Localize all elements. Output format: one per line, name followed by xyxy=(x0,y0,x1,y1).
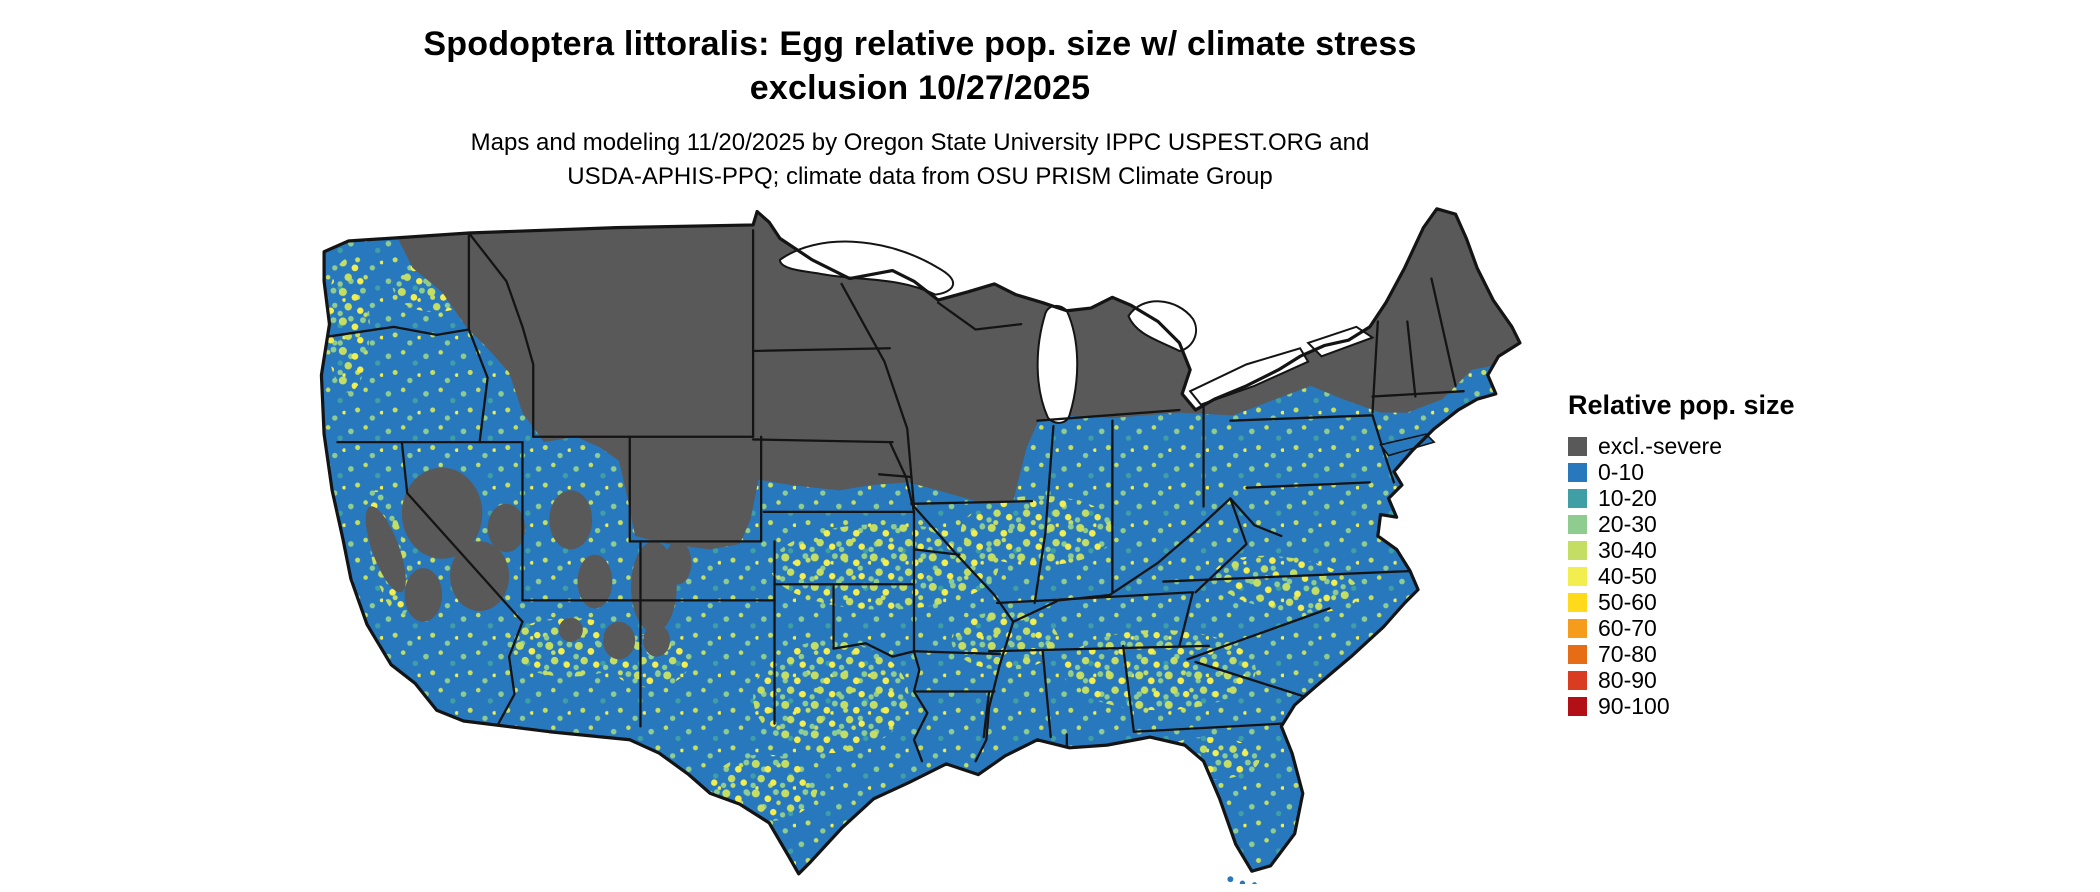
legend-item: 0-10 xyxy=(1568,459,1795,485)
florida-keys xyxy=(1252,882,1257,884)
legend-swatch xyxy=(1568,696,1587,716)
legend-item-label: 90-100 xyxy=(1598,692,1670,719)
legend-item: 90-100 xyxy=(1568,693,1795,719)
lake-erie xyxy=(1188,347,1310,406)
legend-item-label: 70-80 xyxy=(1598,640,1657,667)
coastal-islands xyxy=(1227,433,1436,884)
legend-item: 30-40 xyxy=(1568,537,1795,563)
legend-swatch xyxy=(1568,540,1587,560)
map-title-line2: exclusion 10/27/2025 xyxy=(749,69,1091,108)
legend-item: excl.-severe xyxy=(1568,433,1795,459)
legend-item: 40-50 xyxy=(1568,563,1795,589)
legend-swatch xyxy=(1568,644,1587,664)
legend-item: 50-60 xyxy=(1568,589,1795,615)
map-subtitle: Maps and modeling 11/20/2025 by Oregon S… xyxy=(0,126,1840,193)
us-map xyxy=(308,196,1528,884)
legend-swatch xyxy=(1568,436,1587,456)
us-map-svg xyxy=(319,207,1522,884)
legend-title: Relative pop. size xyxy=(1568,390,1795,420)
long-island xyxy=(1379,433,1436,457)
legend-item: 70-80 xyxy=(1568,641,1795,667)
legend-swatch xyxy=(1568,670,1587,690)
legend-item-label: 40-50 xyxy=(1598,562,1657,589)
legend-item-label: 0-10 xyxy=(1598,458,1645,485)
figure-header: Spodoptera littoralis: Egg relative pop.… xyxy=(0,22,1840,194)
map-title-line1: Spodoptera littoralis: Egg relative pop.… xyxy=(423,25,1417,63)
legend-item-label: 30-40 xyxy=(1598,536,1657,563)
legend-item: 20-30 xyxy=(1568,511,1795,537)
lake-superior xyxy=(778,240,954,296)
florida-keys xyxy=(1239,880,1246,884)
map-title: Spodoptera littoralis: Egg relative pop.… xyxy=(0,22,1840,110)
great-lakes xyxy=(778,240,1375,424)
legend-item: 10-20 xyxy=(1568,485,1795,511)
legend-swatch xyxy=(1568,514,1587,534)
legend-item-label: 20-30 xyxy=(1598,510,1657,537)
legend-swatch xyxy=(1568,566,1587,586)
legend: Relative pop. size excl.-severe 0-10 10-… xyxy=(1568,390,1795,719)
legend-swatch xyxy=(1568,462,1587,482)
legend-item-label: 10-20 xyxy=(1598,484,1657,511)
lake-michigan xyxy=(1036,304,1079,424)
florida-keys xyxy=(1227,876,1234,883)
legend-swatch xyxy=(1568,618,1587,638)
legend-item-label: 60-70 xyxy=(1598,614,1657,641)
legend-swatch xyxy=(1568,592,1587,612)
legend-item-label: 80-90 xyxy=(1598,666,1657,693)
state-borders xyxy=(321,229,1465,763)
map-subtitle-line2: USDA-APHIS-PPQ; climate data from OSU PR… xyxy=(567,162,1273,190)
legend-swatch xyxy=(1568,488,1587,508)
legend-item-label: 50-60 xyxy=(1598,588,1657,615)
legend-item: 60-70 xyxy=(1568,615,1795,641)
legend-item-label: excl.-severe xyxy=(1598,432,1722,459)
map-subtitle-line1: Maps and modeling 11/20/2025 by Oregon S… xyxy=(470,129,1370,157)
legend-item: 80-90 xyxy=(1568,667,1795,693)
